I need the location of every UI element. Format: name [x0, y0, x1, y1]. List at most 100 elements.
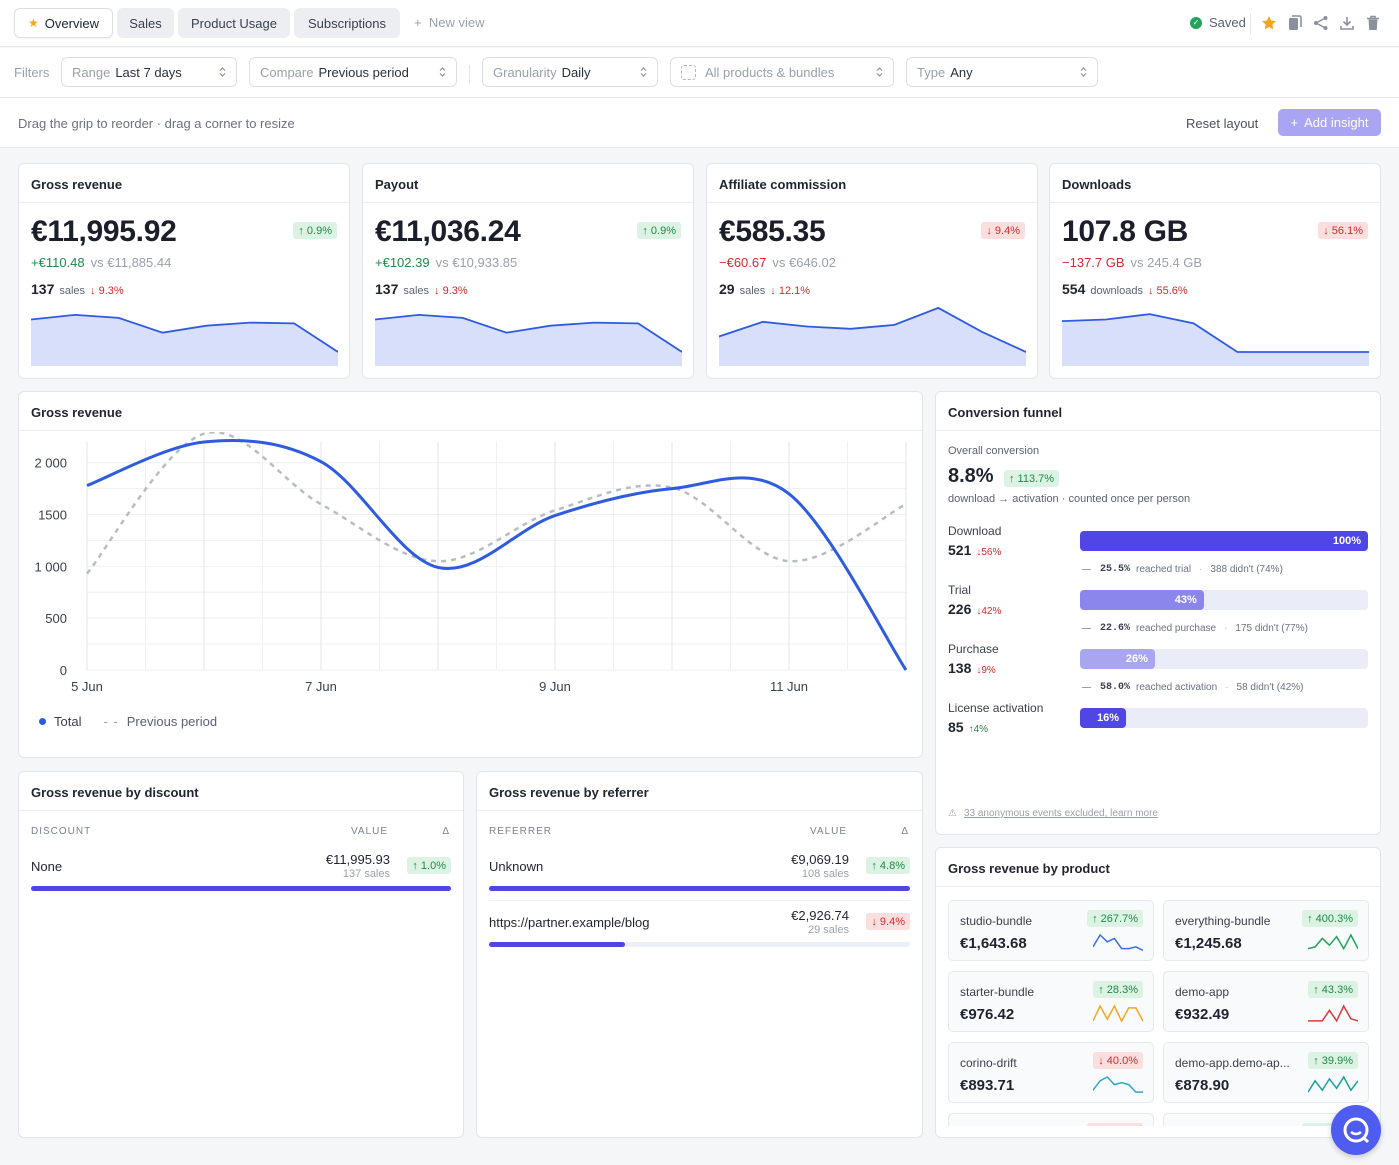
compare-select[interactable]: Compare Previous period	[249, 57, 457, 87]
tab-subscriptions[interactable]: Subscriptions	[294, 8, 400, 38]
card-title: Gross revenue by discount	[19, 772, 463, 811]
product-tile[interactable]: everything-bundle €1,245.68 ↑ 400.3%	[1163, 900, 1369, 961]
tab-sales[interactable]: Sales	[117, 8, 174, 38]
product-tile[interactable]	[948, 1113, 1154, 1126]
kpi-title: Payout	[363, 164, 693, 203]
check-circle-icon: ✓	[1190, 16, 1202, 29]
favorite-star-icon[interactable]	[1260, 14, 1278, 32]
conversion-rate: 58.0%	[1100, 682, 1131, 693]
revenue-by-discount-card: Gross revenue by discount DISCOUNT VALUE…	[18, 771, 464, 1138]
column-header-delta: Δ	[901, 826, 909, 837]
column-header-value: VALUE	[809, 826, 847, 837]
product-name: demo-app	[1175, 985, 1230, 999]
series-total-line	[86, 438, 908, 671]
table-row-delta-badge: ↑ 1.0%	[407, 857, 451, 874]
kpi-previous-value: vs €11,885.44	[90, 255, 172, 270]
kpi-badge: ↓ 56.1%	[1318, 222, 1368, 239]
funnel-stage-count: 226 ↓42%	[948, 601, 1001, 617]
tab-overview[interactable]: ★ Overview	[14, 8, 113, 38]
divider	[1250, 14, 1251, 34]
funnel-stage-bar-fill: 26%	[1080, 649, 1155, 669]
table-row-sales: 29 sales	[808, 924, 849, 936]
card-title: Conversion funnel	[936, 392, 1380, 431]
tab-product-usage[interactable]: Product Usage	[178, 8, 290, 38]
kpi-count-unit: downloads	[1090, 285, 1143, 297]
table-row-bar-fill	[31, 886, 451, 891]
column-header-delta: Δ	[442, 826, 450, 837]
funnel-stage-count: 138 ↓9%	[948, 660, 996, 676]
copy-icon[interactable]	[1286, 14, 1304, 32]
products-select[interactable]: All products & bundles	[670, 57, 894, 87]
row-divider	[489, 900, 910, 901]
kpi-badge: ↑ 0.9%	[637, 222, 681, 239]
kpi-delta-amount: +€102.39	[375, 255, 430, 270]
table-row-value: €2,926.74	[791, 908, 849, 923]
product-tile[interactable]: demo-app €932.49 ↑ 43.3%	[1163, 971, 1369, 1032]
kpi-count-value: 554	[1062, 281, 1086, 297]
kpi-count: 29 sales ↓ 12.1%	[719, 281, 810, 297]
kpi-previous-value: vs 245.4 GB	[1130, 255, 1203, 270]
funnel-stage-count: 521 ↓56%	[948, 542, 1001, 558]
warning-icon: ⚠	[948, 808, 957, 819]
add-insight-button[interactable]: + Add insight	[1278, 109, 1381, 136]
range-select[interactable]: Range Last 7 days	[61, 57, 237, 87]
funnel-stage-delta: ↓9%	[976, 665, 996, 676]
product-sparkline	[1308, 1075, 1358, 1093]
product-sparkline	[1308, 1004, 1358, 1023]
trash-icon[interactable]	[1364, 14, 1382, 32]
kpi-previous-value: vs €646.02	[772, 255, 836, 270]
product-sparkline	[1308, 933, 1358, 951]
kpi-card: Affiliate commission €585.35 ↓ 9.4% −€60.67…	[706, 163, 1038, 379]
chevron-updown-icon	[876, 67, 883, 77]
funnel-stage-name: Trial	[948, 583, 971, 597]
plus-icon: +	[1290, 115, 1299, 130]
funnel-stage-bar: 16%	[1080, 708, 1368, 728]
product-tile[interactable]: demo-app.demo-ap... €878.90 ↑ 39.9%	[1163, 1042, 1369, 1103]
product-sparkline-line	[1308, 933, 1358, 951]
product-tiles: studio-bundle €1,643.68 ↑ 267.7% everything…	[936, 888, 1380, 1126]
products-dashed-icon	[681, 64, 696, 80]
share-icon[interactable]	[1312, 14, 1330, 32]
product-name: corino-drift	[960, 1056, 1017, 1070]
funnel-stage-delta: ↓56%	[976, 547, 1002, 558]
conversion-rate: 25.5%	[1100, 564, 1131, 575]
product-name: everything-bundle	[1175, 914, 1271, 928]
table-row-sales: 108 sales	[801, 868, 849, 880]
funnel-stage-name: Purchase	[948, 642, 999, 656]
new-view-button[interactable]: + New view	[414, 15, 485, 30]
kpi-previous-value: vs €10,933.85	[435, 255, 518, 270]
funnel-stage-conversion: 25.5% reached trial · 388 didn't (74%)	[1082, 564, 1283, 575]
kpi-delta: −137.7 GB vs 245.4 GB	[1062, 255, 1202, 270]
y-tick-label: 2 000	[34, 456, 67, 471]
chevron-updown-icon	[640, 67, 647, 77]
product-delta-badge	[1087, 1123, 1143, 1126]
product-sparkline	[1093, 1076, 1143, 1093]
product-revenue: €932.49	[1175, 1006, 1230, 1023]
separator-dot: ·	[1224, 623, 1228, 634]
kpi-sparkline	[375, 313, 682, 366]
product-tile[interactable]: starter-bundle €976.42 ↑ 28.3%	[948, 971, 1154, 1032]
gross-revenue-line-chart[interactable]: 2 000 1500 1 000 500 0 5 Jun 7 Jun 9 Jun 11 Jun	[19, 432, 923, 722]
y-tick-label: 0	[60, 663, 67, 678]
product-tile[interactable]: corino-drift €893.71 ↓ 40.0%	[948, 1042, 1154, 1103]
card-title: Gross revenue	[19, 392, 922, 431]
product-tile[interactable]: studio-bundle €1,643.68 ↑ 267.7%	[948, 900, 1154, 961]
sparkline-area	[375, 314, 682, 366]
revenue-by-product-card: Gross revenue by product studio-bundle €1…	[935, 847, 1381, 1138]
divider	[469, 65, 470, 83]
conversion-text: reached activation	[1136, 682, 1218, 693]
table-row-bar	[489, 942, 910, 947]
chat-launcher-button[interactable]	[1331, 1105, 1381, 1155]
funnel-footnote[interactable]: ⚠ 33 anonymous events excluded, learn mor…	[948, 808, 1158, 819]
funnel-stage-conversion: 58.0% reached activation · 58 didn't (42%)	[1082, 682, 1303, 693]
reset-layout-button[interactable]: Reset layout	[1186, 116, 1259, 131]
overall-conversion-label: Overall conversion	[948, 445, 1040, 457]
granularity-select[interactable]: Granularity Daily	[482, 57, 658, 87]
funnel-stage-percent: 26%	[1125, 653, 1148, 665]
kpi-value: 107.8 GB	[1062, 215, 1189, 248]
product-delta-badge: ↓ 40.0%	[1093, 1052, 1143, 1069]
type-select[interactable]: Type Any	[906, 57, 1098, 87]
x-tick-label: 5 Jun	[71, 679, 103, 694]
download-icon[interactable]	[1338, 14, 1356, 32]
legend-prev-marker: - -	[103, 714, 119, 729]
